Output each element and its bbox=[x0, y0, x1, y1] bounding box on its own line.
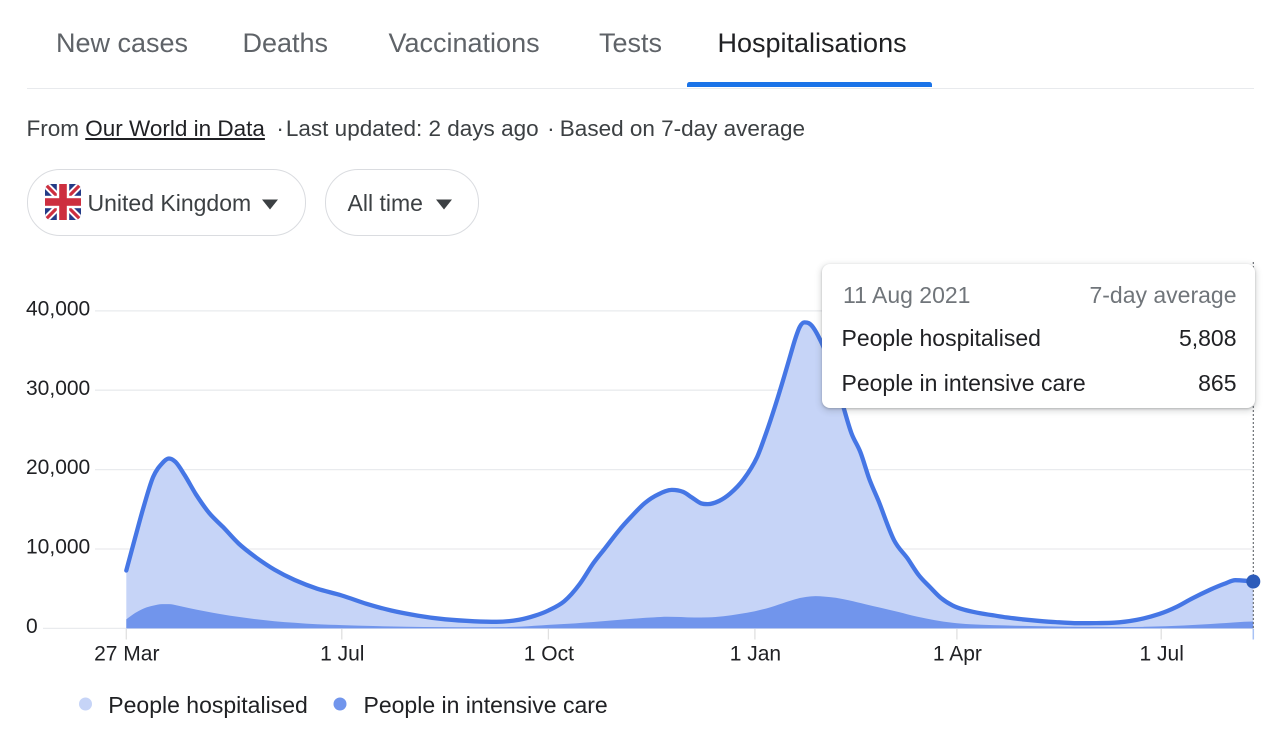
svg-text:27 Mar: 27 Mar bbox=[94, 642, 159, 665]
svg-text:1 Jul: 1 Jul bbox=[1140, 642, 1184, 665]
svg-text:40,000: 40,000 bbox=[26, 298, 90, 321]
svg-text:20,000: 20,000 bbox=[26, 456, 90, 479]
svg-text:1 Oct: 1 Oct bbox=[524, 642, 574, 665]
svg-text:1 Apr: 1 Apr bbox=[933, 642, 982, 665]
svg-text:1 Jul: 1 Jul bbox=[320, 642, 364, 665]
svg-text:10,000: 10,000 bbox=[26, 536, 90, 559]
svg-text:30,000: 30,000 bbox=[26, 377, 90, 400]
svg-text:0: 0 bbox=[26, 615, 38, 638]
svg-text:1 Jan: 1 Jan bbox=[730, 642, 781, 665]
